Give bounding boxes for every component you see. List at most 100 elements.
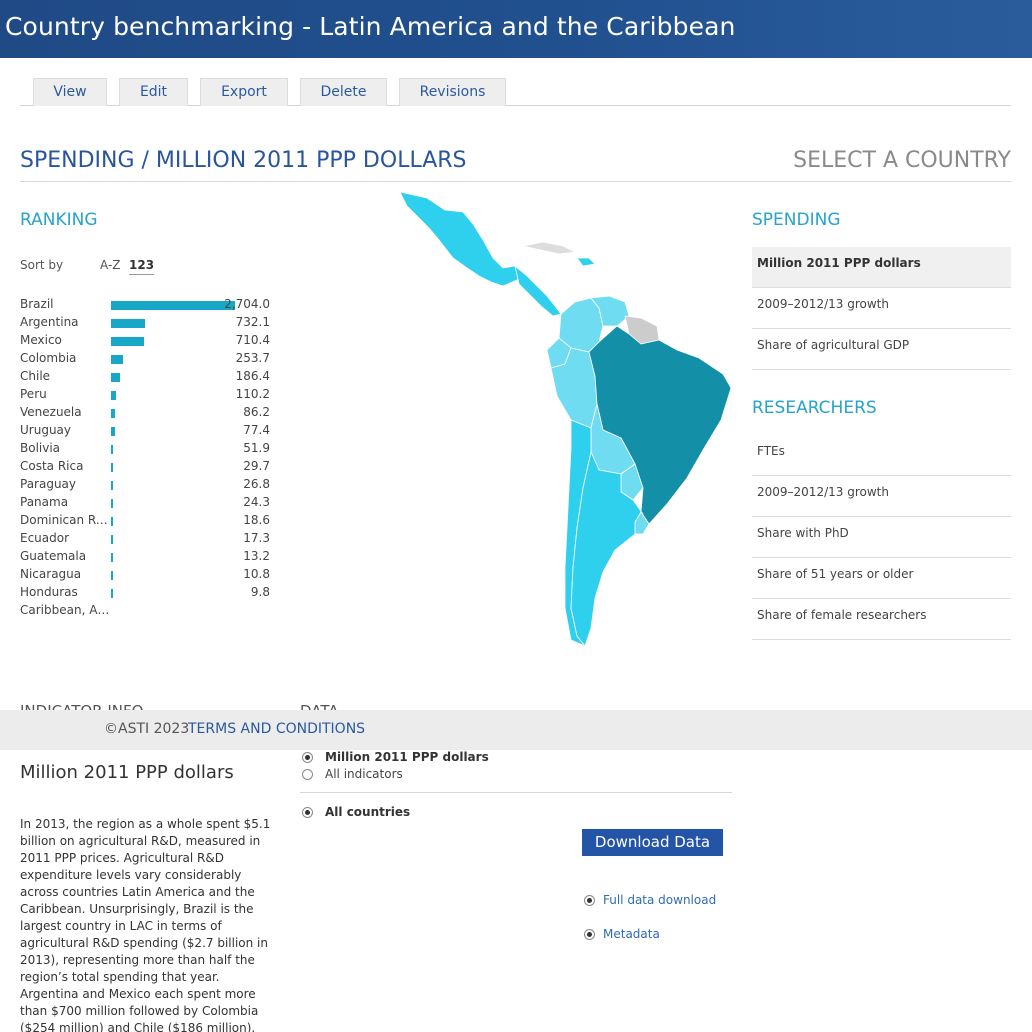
page-title: Country benchmarking - Latin America and… — [5, 12, 736, 41]
bullet-icon — [584, 929, 595, 940]
ranking-bar — [111, 481, 113, 490]
ranking-row[interactable]: Costa Rica 29.7 — [20, 459, 272, 477]
ranking-value-label: 732.1 — [235, 315, 270, 329]
ranking-country-name: Panama — [20, 495, 69, 509]
sort-numeric-button[interactable]: 123 — [129, 258, 155, 275]
ranking-row[interactable]: Venezuela 86.2 — [20, 405, 272, 423]
ranking-value-label: 186.4 — [235, 369, 270, 383]
ranking-bar — [111, 571, 113, 580]
menu-researchers-phd[interactable]: Share with PhD — [752, 517, 1011, 558]
full-data-download-link[interactable]: Full data download — [584, 893, 716, 907]
ranking-country-name: Brazil — [20, 297, 54, 311]
indicator-description: In 2013, the region as a whole spent $5.… — [20, 817, 271, 1032]
full-data-download-label: Full data download — [603, 893, 717, 907]
ranking-value-label: 10.8 — [243, 567, 270, 581]
ranking-bar — [111, 535, 113, 544]
country-map[interactable] — [395, 188, 735, 653]
ranking-country-name: Mexico — [20, 333, 62, 347]
ranking-bar — [111, 319, 145, 328]
ranking-row[interactable]: Dominican Rep. 18.6 — [20, 513, 272, 531]
ranking-value-label: 13.2 — [243, 549, 270, 563]
map-mexico — [399, 191, 524, 287]
ranking-row[interactable]: Uruguay 77.4 — [20, 423, 272, 441]
footer-bar: ©ASTI 2023 TERMS AND CONDITIONS — [0, 710, 1032, 750]
radio-all-indicators-label: All indicators — [325, 767, 403, 781]
radio-checked-icon — [302, 807, 313, 818]
ranking-row[interactable]: Colombia 253.7 — [20, 351, 272, 369]
ranking-value-label: 9.8 — [250, 585, 270, 599]
ranking-bar — [111, 391, 117, 400]
ranking-bar — [111, 463, 113, 472]
ranking-bar — [111, 337, 144, 346]
data-divider — [300, 792, 732, 793]
ranking-row[interactable]: Chile 186.4 — [20, 369, 272, 387]
map-venezuela — [590, 295, 630, 327]
tab-bar: View Edit Export Delete Revisions — [20, 78, 1011, 106]
sort-label: Sort by — [20, 258, 64, 272]
ranking-row[interactable]: Panama 24.3 — [20, 495, 272, 513]
menu-spending-agri-gdp[interactable]: Share of agricultural GDP — [752, 329, 1011, 370]
ranking-row[interactable]: Argentina 732.1 — [20, 315, 272, 333]
radio-all-countries[interactable]: All countries — [302, 805, 410, 819]
ranking-bar — [111, 445, 114, 454]
radio-ppp-label: Million 2011 PPP dollars — [325, 750, 489, 764]
ranking-bar — [111, 499, 113, 508]
ranking-country-name: Guatemala — [20, 549, 87, 563]
ranking-bar — [111, 409, 115, 418]
sort-alpha-button[interactable]: A-Z — [100, 258, 121, 272]
menu-researchers-age[interactable]: Share of 51 years or older — [752, 558, 1011, 599]
terms-link[interactable]: TERMS AND CONDITIONS — [188, 721, 366, 737]
ranking-bar — [111, 553, 113, 562]
tab-view[interactable]: View — [33, 78, 107, 106]
app-header: Country benchmarking - Latin America and… — [0, 0, 1032, 58]
ranking-country-name: Bolivia — [20, 441, 61, 455]
copyright-text: ©ASTI 2023 — [104, 721, 190, 737]
tab-edit[interactable]: Edit — [119, 78, 188, 106]
ranking-row[interactable]: Mexico 710.4 — [20, 333, 272, 351]
metadata-link[interactable]: Metadata — [584, 927, 660, 941]
menu-researchers-female[interactable]: Share of female researchers — [752, 599, 1011, 640]
ranking-value-label: 26.8 — [243, 477, 270, 491]
ranking-value-label: 86.2 — [243, 405, 270, 419]
radio-ppp[interactable]: Million 2011 PPP dollars — [302, 750, 489, 764]
indicator-heading: Million 2011 PPP dollars — [20, 762, 234, 783]
ranking-country-name: Ecuador — [20, 531, 70, 545]
ranking-row[interactable]: Peru 110.2 — [20, 387, 272, 405]
tab-delete[interactable]: Delete — [300, 78, 387, 106]
ranking-country-name: Dominican Rep. — [20, 513, 110, 527]
ranking-value-label: 18.6 — [243, 513, 270, 527]
ranking-bar — [111, 301, 235, 310]
bullet-icon — [584, 895, 595, 906]
ranking-value-label: 24.3 — [243, 495, 270, 509]
radio-all-countries-label: All countries — [325, 805, 411, 819]
metadata-label: Metadata — [603, 927, 660, 941]
ranking-row[interactable]: Guatemala 13.2 — [20, 549, 272, 567]
menu-spending-growth[interactable]: 2009–2012/13 growth — [752, 288, 1011, 329]
ranking-row[interactable]: Ecuador 17.3 — [20, 531, 272, 549]
spending-title: SPENDING — [752, 210, 841, 230]
select-country-link[interactable]: SELECT A COUNTRY — [793, 148, 1011, 173]
ranking-value-label: 77.4 — [243, 423, 270, 437]
ranking-country-name: Honduras — [20, 585, 78, 599]
menu-researchers-growth[interactable]: 2009–2012/13 growth — [752, 476, 1011, 517]
ranking-row[interactable]: Nicaragua 10.8 — [20, 567, 272, 585]
ranking-row[interactable]: Caribbean, An... — [20, 603, 272, 621]
ranking-country-name: Nicaragua — [20, 567, 82, 581]
radio-all-indicators[interactable]: All indicators — [302, 767, 403, 781]
ranking-row[interactable]: Bolivia 51.9 — [20, 441, 272, 459]
ranking-value-label: 51.9 — [243, 441, 270, 455]
ranking-bar — [111, 589, 113, 598]
tab-export[interactable]: Export — [200, 78, 288, 106]
ranking-value-label: 710.4 — [235, 333, 270, 347]
ranking-country-name: Uruguay — [20, 423, 71, 437]
ranking-country-name: Colombia — [20, 351, 77, 365]
ranking-row[interactable]: Paraguay 26.8 — [20, 477, 272, 495]
menu-spending-ppp[interactable]: Million 2011 PPP dollars — [752, 247, 1011, 288]
menu-researchers-ftes[interactable]: FTEs — [752, 435, 1011, 476]
download-data-button[interactable]: Download Data — [582, 829, 723, 856]
ranking-row[interactable]: Honduras 9.8 — [20, 585, 272, 603]
section-divider — [20, 181, 1011, 182]
ranking-row[interactable]: Brazil 2,704.0 — [20, 297, 272, 315]
tab-revisions[interactable]: Revisions — [399, 78, 506, 106]
radio-unchecked-icon — [302, 769, 313, 780]
